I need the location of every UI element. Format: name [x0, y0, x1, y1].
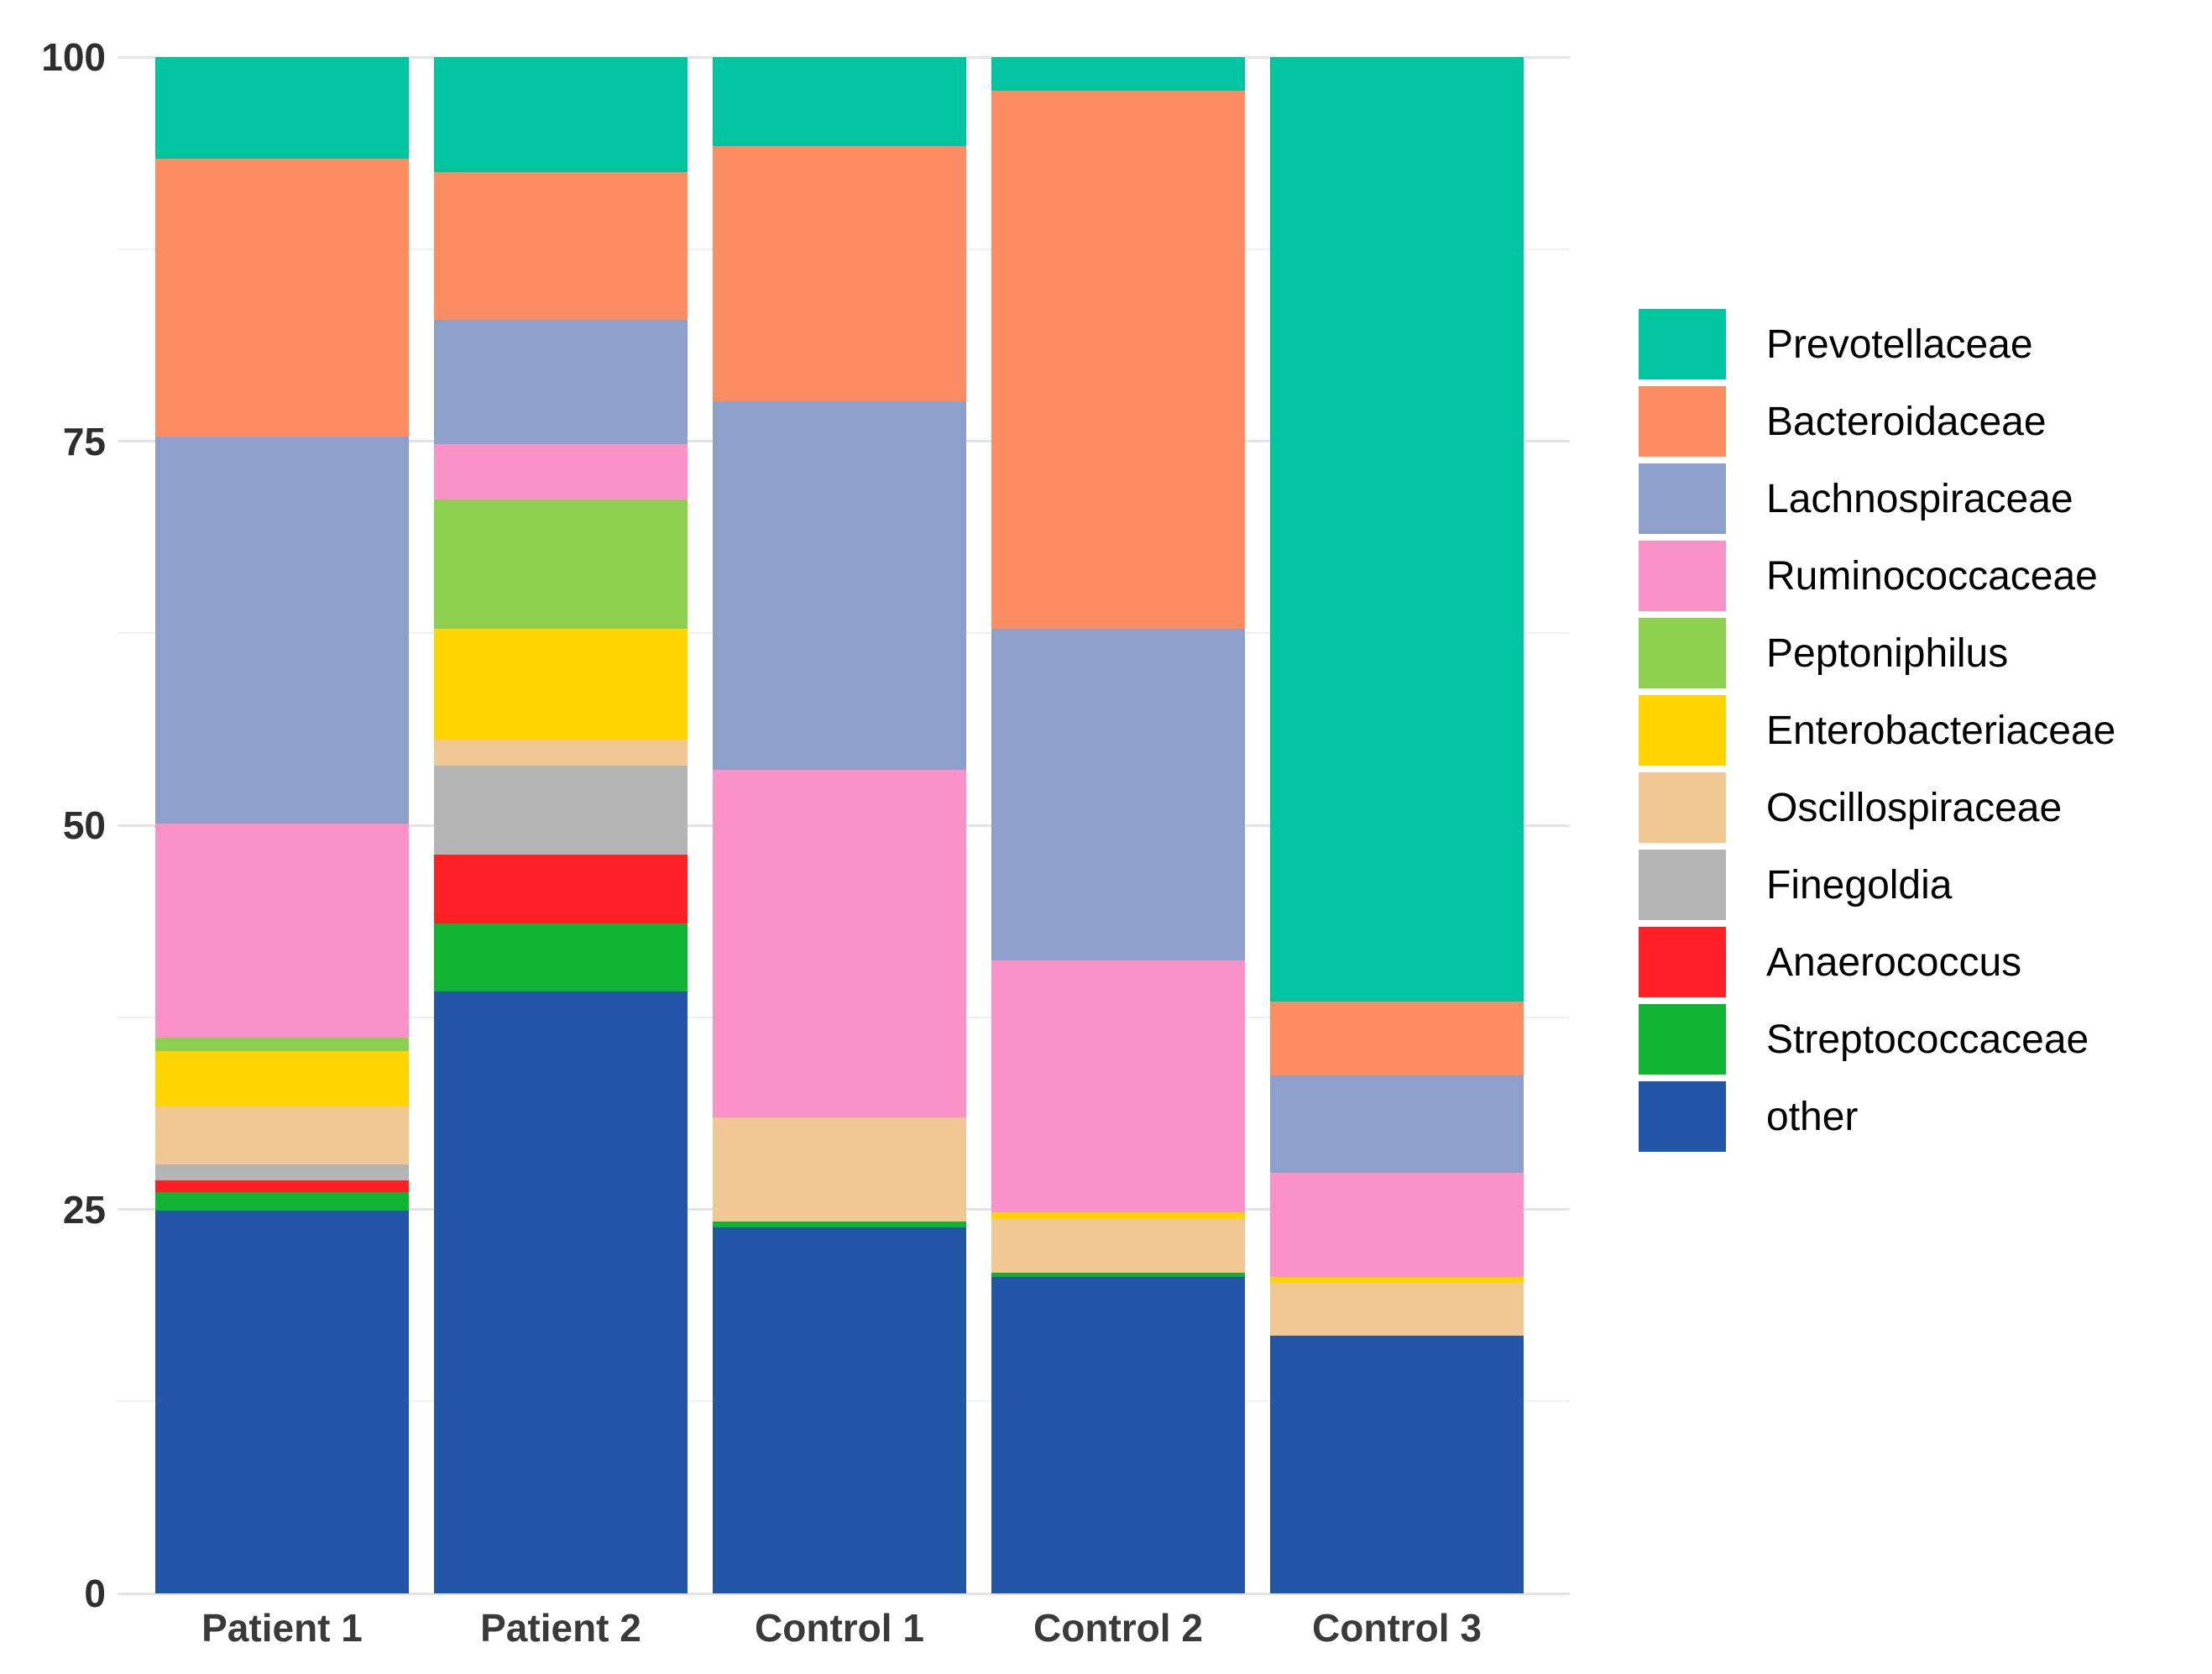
legend-item-enterobacteriaceae: Enterobacteriaceae [1639, 695, 2115, 766]
bar-segment-other [155, 1211, 409, 1593]
bar-segment-prevotellaceae [713, 57, 966, 147]
legend-label-ruminococcaceae: Ruminococcaceae [1766, 553, 2098, 599]
legend-swatch-bacteroidaceae [1639, 386, 1726, 457]
legend-label-anaerococcus: Anaerococcus [1766, 939, 2022, 985]
bar-segment-finegoldia [155, 1164, 409, 1180]
legend-item-lachnospiraceae: Lachnospiraceae [1639, 463, 2115, 534]
bar-segment-enterobacteriaceae [991, 1212, 1245, 1219]
bar-segment-oscillospiraceae [991, 1218, 1245, 1273]
bar-segment-oscillospiraceae [1270, 1283, 1524, 1336]
bar-segment-bacteroidaceae [991, 91, 1245, 629]
bar-segment-lachnospiraceae [713, 400, 966, 771]
bar-segment-lachnospiraceae [991, 628, 1245, 961]
x-axis-label-control-1: Control 1 [755, 1606, 924, 1650]
bar-segment-lachnospiraceae [155, 437, 409, 824]
y-axis-label-25: 25 [62, 1187, 106, 1232]
bar-segment-lachnospiraceae [1270, 1075, 1524, 1173]
gridline-major [118, 1592, 1570, 1595]
legend-label-bacteroidaceae: Bacteroidaceae [1766, 399, 2047, 444]
bar-segment-enterobacteriaceae [1270, 1277, 1524, 1284]
legend-swatch-prevotellaceae [1639, 309, 1726, 379]
bar-segment-prevotellaceae [991, 57, 1245, 92]
gridline-major [118, 55, 1570, 59]
bar-segment-lachnospiraceae [434, 319, 688, 445]
legend-item-bacteroidaceae: Bacteroidaceae [1639, 386, 2115, 457]
legend-item-peptoniphilus: Peptoniphilus [1639, 618, 2115, 688]
legend-label-streptococcaceae: Streptococcaceae [1766, 1017, 2089, 1062]
legend-item-ruminococcaceae: Ruminococcaceae [1639, 541, 2115, 611]
bar-segment-peptoniphilus [434, 500, 688, 629]
legend-item-prevotellaceae: Prevotellaceae [1639, 309, 2115, 379]
bar-segment-finegoldia [434, 765, 688, 855]
bar-segment-bacteroidaceae [434, 172, 688, 320]
y-axis-label-0: 0 [84, 1572, 106, 1615]
legend-item-other: other [1639, 1081, 2115, 1152]
bar-segment-prevotellaceae [155, 57, 409, 159]
bar-segment-oscillospiraceae [434, 739, 688, 766]
legend-item-anaerococcus: Anaerococcus [1639, 927, 2115, 997]
x-axis-label-control-2: Control 2 [1033, 1606, 1203, 1650]
bar-segment-streptococcaceae [155, 1192, 409, 1211]
bar-segment-anaerococcus [155, 1180, 409, 1193]
legend-label-peptoniphilus: Peptoniphilus [1766, 630, 2009, 676]
legend-label-finegoldia: Finegoldia [1766, 862, 1953, 908]
legend-swatch-peptoniphilus [1639, 618, 1726, 688]
legend-label-lachnospiraceae: Lachnospiraceae [1766, 476, 2073, 521]
bar-segment-other [1270, 1335, 1524, 1593]
x-axis-label-control-3: Control 3 [1312, 1606, 1482, 1650]
bar-segment-other [434, 991, 688, 1593]
bar-segment-anaerococcus [434, 854, 688, 924]
bar-segment-ruminococcaceae [713, 770, 966, 1117]
legend-item-finegoldia: Finegoldia [1639, 850, 2115, 920]
legend: Prevotellaceae Bacteroidaceae Lachnospirac… [1639, 309, 2115, 1159]
y-axis-label-100: 100 [41, 35, 106, 79]
bar-segment-prevotellaceae [1270, 57, 1524, 1002]
y-axis-label-75: 75 [62, 419, 106, 463]
legend-swatch-ruminococcaceae [1639, 541, 1726, 611]
bar-control-3 [1270, 57, 1524, 1593]
bar-segment-ruminococcaceae [1270, 1172, 1524, 1278]
plot-area [118, 55, 1570, 1595]
bar-patient-2 [434, 57, 688, 1593]
bar-segment-other [713, 1227, 966, 1593]
legend-swatch-other [1639, 1081, 1726, 1152]
bar-segment-other [991, 1277, 1245, 1593]
bar-segment-streptococcaceae [434, 923, 688, 991]
legend-label-enterobacteriaceae: Enterobacteriaceae [1766, 708, 2116, 753]
bar-segment-ruminococcaceae [155, 824, 409, 1038]
y-axis-label-50: 50 [62, 803, 106, 847]
legend-swatch-anaerococcus [1639, 927, 1726, 997]
bar-control-1 [713, 57, 966, 1593]
legend-item-oscillospiraceae: Oscillospiraceae [1639, 772, 2115, 843]
x-axis-label-patient-1: Patient 1 [201, 1606, 363, 1650]
bar-segment-enterobacteriaceae [155, 1051, 409, 1106]
legend-swatch-lachnospiraceae [1639, 463, 1726, 534]
legend-label-oscillospiraceae: Oscillospiraceae [1766, 785, 2063, 830]
bar-segment-peptoniphilus [155, 1037, 409, 1052]
bar-segment-bacteroidaceae [713, 146, 966, 401]
x-axis-label-patient-2: Patient 2 [480, 1606, 641, 1650]
bar-segment-prevotellaceae [434, 57, 688, 173]
legend-swatch-oscillospiraceae [1639, 772, 1726, 843]
bar-segment-streptococcaceae [713, 1221, 966, 1228]
legend-swatch-finegoldia [1639, 850, 1726, 920]
bar-segment-bacteroidaceae [1270, 1002, 1524, 1076]
legend-item-streptococcaceae: Streptococcaceae [1639, 1004, 2115, 1075]
bar-segment-bacteroidaceae [155, 158, 409, 437]
legend-swatch-enterobacteriaceae [1639, 695, 1726, 766]
bar-segment-enterobacteriaceae [434, 628, 688, 740]
bar-segment-oscillospiraceae [155, 1106, 409, 1165]
legend-label-other: other [1766, 1094, 1859, 1139]
bar-patient-1 [155, 57, 409, 1593]
legend-swatch-streptococcaceae [1639, 1004, 1726, 1075]
bar-control-2 [991, 57, 1245, 1593]
legend-label-prevotellaceae: Prevotellaceae [1766, 322, 2033, 367]
bar-segment-streptococcaceae [991, 1272, 1245, 1278]
bar-segment-ruminococcaceae [434, 444, 688, 500]
bar-segment-oscillospiraceae [713, 1117, 966, 1222]
bar-segment-ruminococcaceae [991, 960, 1245, 1213]
